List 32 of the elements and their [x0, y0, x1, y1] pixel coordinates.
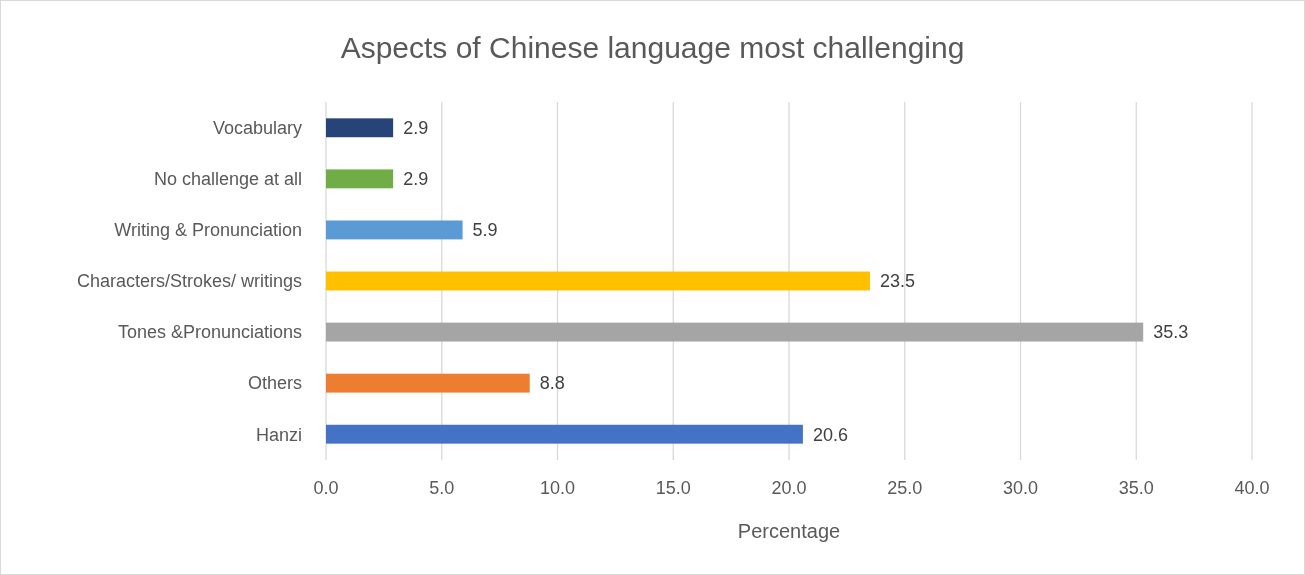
data-label: 20.6	[812, 424, 848, 445]
x-tick-label: 20.0	[771, 478, 807, 498]
bar	[326, 373, 530, 393]
x-tick-label: 40.0	[1234, 478, 1270, 498]
bar	[326, 169, 394, 189]
data-label: 8.8	[539, 373, 565, 394]
x-tick-label: 30.0	[1002, 478, 1039, 498]
y-tick-label: Hanzi	[255, 424, 302, 445]
data-label: 35.3	[1153, 322, 1189, 343]
y-tick-label: Others	[247, 373, 302, 394]
y-tick-label: Characters/Strokes/ writings	[76, 271, 302, 292]
x-axis-title: Percentage	[737, 520, 841, 542]
data-label: 2.9	[403, 169, 429, 190]
data-label: 2.9	[403, 118, 429, 139]
x-tick-label: 0.0	[313, 478, 339, 498]
bar	[326, 118, 394, 138]
x-tick-label: 15.0	[655, 478, 691, 498]
y-tick-label: Tones &Pronunciations	[117, 322, 302, 343]
data-label: 5.9	[472, 220, 498, 241]
bar	[326, 271, 871, 291]
y-tick-label: Writing & Pronunciation	[114, 220, 302, 241]
chart-title: Aspects of Chinese language most challenging	[340, 31, 965, 64]
y-tick-label: Vocabulary	[212, 118, 302, 139]
bar	[326, 424, 803, 444]
data-label: 23.5	[880, 271, 916, 292]
y-tick-label: No challenge at all	[153, 169, 302, 190]
bar	[326, 322, 1144, 342]
x-tick-label: 35.0	[1118, 478, 1154, 498]
x-tick-label: 10.0	[539, 478, 576, 498]
bar	[326, 220, 463, 240]
x-tick-label: 25.0	[887, 478, 923, 498]
x-tick-label: 5.0	[429, 478, 455, 498]
